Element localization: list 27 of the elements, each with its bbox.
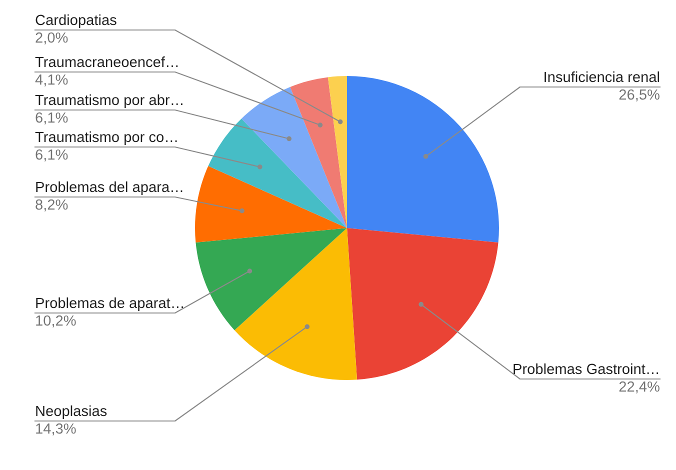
slice-label: Problemas del apara…: [36, 181, 182, 195]
pie-slice: [196, 228, 347, 330]
pie-slice: [241, 87, 347, 228]
pie-slice: [290, 77, 347, 228]
data-label: 14,3%: [36, 423, 76, 436]
data-label: 2,0%: [36, 32, 68, 44]
pie-slice: [347, 76, 499, 243]
slice-label: Cardiopatias: [36, 14, 116, 28]
pie-slice: [234, 228, 358, 380]
slice-label: Insuficiencia renal: [544, 71, 660, 82]
slice-label: Neoplasias: [36, 405, 107, 419]
pie-slice: [208, 118, 347, 228]
data-label: 6,1%: [36, 112, 68, 124]
slice-label: Problemas de aparat…: [36, 297, 183, 311]
data-label: 4,1%: [35, 74, 68, 86]
data-label: 26,5%: [619, 89, 660, 102]
slice-label: Traumatismo por co…: [35, 131, 177, 145]
pie-slice: [328, 76, 347, 228]
data-label: 10,2%: [36, 315, 76, 328]
data-label: 8,2%: [36, 199, 68, 212]
data-label: 22,4%: [619, 381, 660, 394]
slice-label: Traumacraneoencef…: [35, 56, 178, 68]
slice-label: Problemas Gastroint…: [514, 363, 658, 374]
pie-slice: [347, 228, 498, 380]
slice-label: Traumatismo por abr…: [35, 94, 182, 108]
data-label: 6,1%: [36, 149, 68, 162]
pie-slice: [195, 166, 347, 243]
